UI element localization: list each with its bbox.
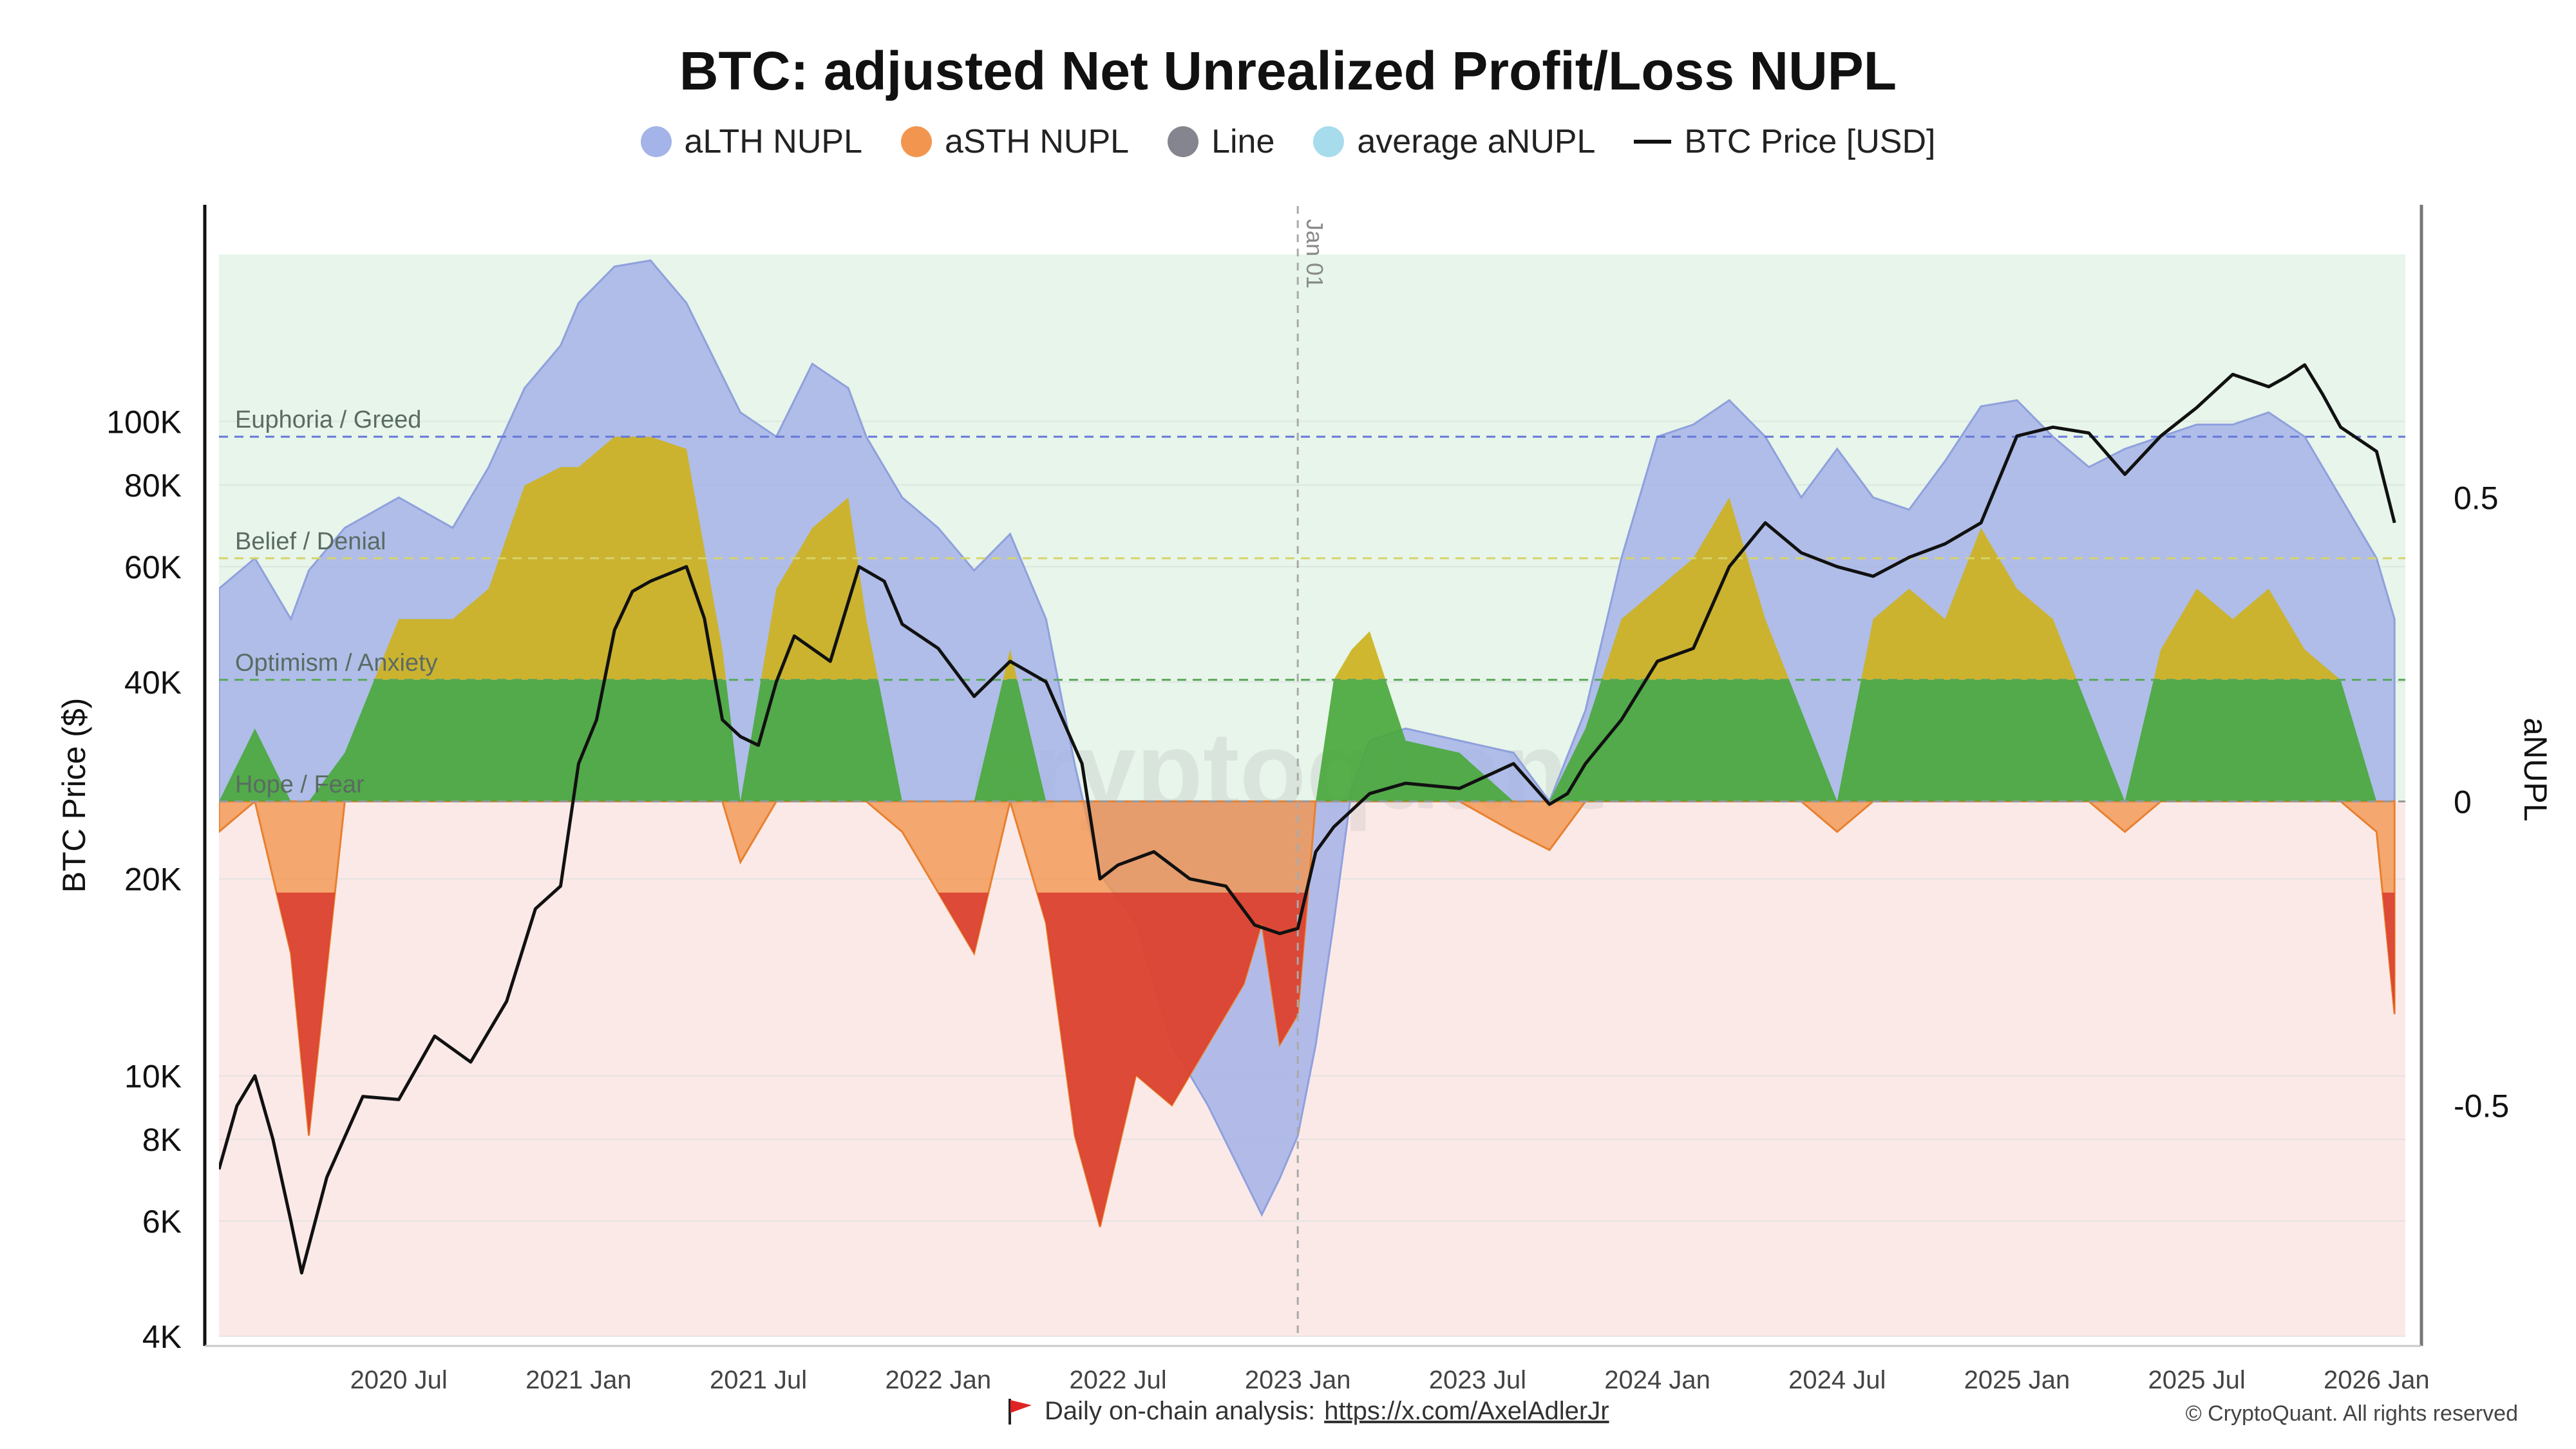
legend-item-price[interactable]: BTC Price [USD] <box>1634 122 1935 161</box>
legend-marker-average <box>1313 126 1345 157</box>
right-tick-label-1: 0 <box>2454 784 2472 820</box>
legend-marker-asth <box>901 126 932 157</box>
asth-band-belief-upper <box>499 437 2000 558</box>
flag-icon <box>1009 1399 1032 1425</box>
right-tick-label-2: 0.5 <box>2454 480 2499 516</box>
right-tick-label-0: -0.5 <box>2454 1088 2509 1124</box>
x-tick-label-10: 2025 Jul <box>2148 1366 2246 1394</box>
legend-marker-alth <box>640 126 672 157</box>
btc-price-line <box>219 363 2396 1274</box>
chart-title: BTC: adjusted Net Unrealized Profit/Loss… <box>679 41 1897 101</box>
legend-label-average: average aNUPL <box>1357 123 1596 160</box>
alth-area <box>219 259 2396 1217</box>
left-tick-label-8: 100K <box>106 404 182 440</box>
legend-label-price: BTC Price [USD] <box>1684 123 1936 160</box>
x-tick-label-4: 2022 Jul <box>1069 1366 1166 1394</box>
legend-item-asth[interactable]: aSTH NUPL <box>901 122 1129 161</box>
footer-text: Daily on-chain analysis: <box>1045 1396 1316 1425</box>
left-tick-label-5: 40K <box>124 665 182 701</box>
x-tick-label-9: 2025 Jan <box>1964 1366 2070 1394</box>
left-tick-label-0: 4K <box>142 1319 182 1355</box>
legend-item-alth[interactable]: aLTH NUPL <box>640 122 862 161</box>
price-line-group <box>219 363 2396 1274</box>
legend-label-alth: aLTH NUPL <box>684 123 862 160</box>
legend-label-asth: aSTH NUPL <box>945 123 1130 160</box>
x-tick-label-6: 2023 Jul <box>1429 1366 1526 1394</box>
legend-label-line: Line <box>1211 123 1275 160</box>
x-tick-label-8: 2024 Jul <box>1788 1366 1886 1394</box>
footer: Daily on-chain analysis: https://x.com/A… <box>1005 1396 1609 1426</box>
zone-lines: Euphoria / Greed Belief / Denial Optimism … <box>219 206 2405 1336</box>
zone-label-0: Euphoria / Greed <box>235 406 421 433</box>
left-axis-title: BTC Price ($) <box>56 698 92 893</box>
legend-item-average[interactable]: average aNUPL <box>1313 122 1595 161</box>
asth-band-optimism <box>219 679 2395 802</box>
x-tick-label-5: 2023 Jan <box>1245 1366 1351 1394</box>
legend-item-line[interactable]: Line <box>1168 122 1274 161</box>
x-tick-label-1: 2021 Jan <box>526 1366 632 1394</box>
copyright: © CryptoQuant. All rights reserved <box>2185 1401 2518 1426</box>
footer-link[interactable]: https://x.com/AxelAdlerJr <box>1324 1396 1609 1425</box>
zone-label-2: Optimism / Anxiety <box>235 650 438 677</box>
right-axis-title: aNUPL <box>2517 717 2553 821</box>
x-tick-label-2: 2021 Jul <box>710 1366 807 1394</box>
asth-band-belief <box>374 558 2341 680</box>
left-tick-label-7: 80K <box>124 468 182 504</box>
left-tick-label-1: 6K <box>142 1204 182 1240</box>
legend-marker-line <box>1168 126 1199 157</box>
x-tick-label-11: 2026 Jan <box>2324 1366 2430 1394</box>
legend-marker-price <box>1634 140 1672 144</box>
x-tick-label-0: 2020 Jul <box>350 1366 448 1394</box>
x-tick-label-7: 2024 Jan <box>1604 1366 1710 1394</box>
left-tick-label-4: 20K <box>124 862 182 898</box>
vline-label: Jan 01 <box>1302 219 1328 289</box>
left-tick-label-2: 8K <box>142 1122 182 1158</box>
legend: aLTH NUPL aSTH NUPL Line average aNUPL B… <box>0 122 2576 161</box>
left-tick-label-6: 60K <box>124 549 182 585</box>
zone-label-3: Hope / Fear <box>235 771 365 798</box>
left-tick-label-3: 10K <box>124 1059 182 1095</box>
x-tick-label-3: 2022 Jan <box>885 1366 991 1394</box>
axes: 4K 6K 8K 10K 20K 40K 60K 80K 100K -0.5 0 0.5 2020 Ju… <box>56 205 2553 1394</box>
zone-label-1: Belief / Denial <box>235 528 386 555</box>
